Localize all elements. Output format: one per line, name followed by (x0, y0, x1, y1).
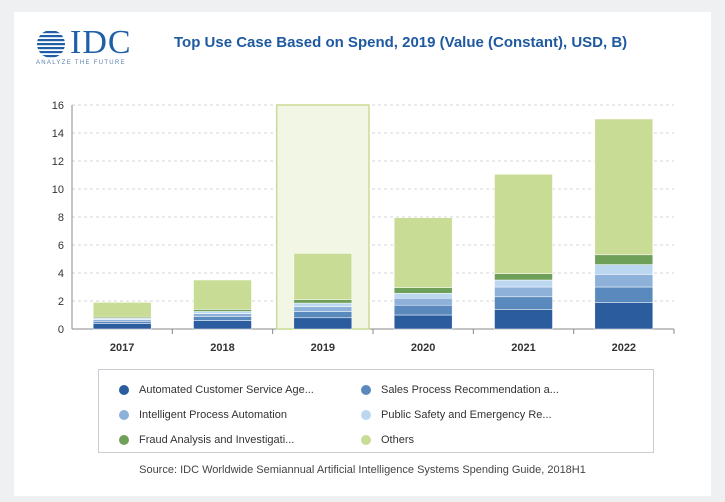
bar-segment[interactable] (293, 311, 353, 319)
legend-item[interactable]: Fraud Analysis and Investigati... (119, 434, 294, 446)
x-tick-label: 2022 (612, 342, 636, 354)
bar-segment[interactable] (293, 299, 353, 304)
legend-label: Public Safety and Emergency Re... (381, 409, 552, 421)
bar-segment[interactable] (594, 286, 654, 303)
x-tick-label: 2017 (110, 342, 134, 354)
legend-swatch (361, 385, 371, 395)
x-tick-label: 2021 (511, 342, 535, 354)
bar-segment[interactable] (92, 321, 152, 324)
legend: Automated Customer Service Age... Sales P… (98, 369, 654, 453)
y-tick-label: 2 (58, 296, 64, 308)
bar-segment[interactable] (92, 319, 152, 322)
y-tick-label: 4 (58, 268, 64, 280)
x-tick-label: 2020 (411, 342, 435, 354)
bar-segment[interactable] (293, 302, 353, 307)
bar-segment[interactable] (494, 273, 553, 281)
y-axis-ticks: 0 2 4 6 8 10 12 14 16 (52, 100, 64, 336)
bar-segment[interactable] (494, 296, 553, 310)
bar-stacks (92, 118, 654, 330)
bar-segment[interactable] (594, 254, 654, 265)
bar-segment[interactable] (293, 253, 353, 300)
x-axis-ticks: 2017 2018 2019 2020 2021 2022 (110, 329, 675, 354)
bar-segment[interactable] (494, 174, 553, 274)
bar-segment[interactable] (193, 320, 252, 330)
bar-segment[interactable] (393, 287, 453, 294)
legend-swatch (119, 410, 129, 420)
bar-segment[interactable] (393, 314, 453, 330)
bar-segment[interactable] (594, 264, 654, 275)
source-note: Source: IDC Worldwide Semiannual Artific… (139, 464, 586, 476)
y-tick-label: 10 (52, 184, 64, 196)
gridlines (71, 104, 674, 330)
bar-segment[interactable] (594, 302, 654, 330)
bar-segment[interactable] (494, 279, 553, 288)
legend-label: Automated Customer Service Age... (139, 384, 314, 396)
bar-segment[interactable] (193, 313, 252, 317)
bar-segment[interactable] (393, 297, 453, 306)
legend-label: Sales Process Recommendation a... (381, 384, 559, 396)
legend-swatch (119, 435, 129, 445)
legend-item[interactable]: Intelligent Process Automation (119, 409, 287, 421)
legend-swatch (361, 410, 371, 420)
bar-segment[interactable] (293, 306, 353, 312)
legend-item[interactable]: Sales Process Recommendation a... (361, 384, 559, 396)
bar-segment[interactable] (494, 309, 553, 330)
bar-segment[interactable] (594, 118, 654, 256)
legend-label: Fraud Analysis and Investigati... (139, 434, 295, 446)
y-tick-label: 12 (52, 156, 64, 168)
stacked-bar-chart: 0 2 4 6 8 10 12 14 16 2017 2018 2019 2020 2021 2022 (52, 100, 675, 354)
bar-segment[interactable] (92, 302, 152, 318)
bar-segment[interactable] (393, 304, 453, 316)
logo-tagline: ANALYZE THE FUTURE (36, 60, 126, 66)
legend-item[interactable]: Automated Customer Service Age... (119, 384, 314, 396)
legend-item[interactable]: Others (361, 434, 414, 446)
bar-segment[interactable] (193, 309, 252, 312)
bar-segment[interactable] (92, 323, 152, 330)
bar-segment[interactable] (594, 274, 654, 288)
y-tick-label: 16 (52, 100, 64, 112)
bar-segment[interactable] (393, 217, 453, 288)
bar-segment[interactable] (193, 311, 252, 314)
bar-segment[interactable] (193, 316, 252, 321)
x-tick-label: 2019 (311, 342, 335, 354)
bar-segment[interactable] (393, 293, 453, 299)
chart-title: Top Use Case Based on Spend, 2019 (Value… (174, 34, 628, 51)
chart-card: IDC ANALYZE THE FUTURE Top Use Case Base… (14, 12, 711, 496)
y-tick-label: 6 (58, 240, 64, 252)
legend-swatch (119, 385, 129, 395)
y-tick-label: 0 (58, 324, 64, 336)
legend-swatch (361, 435, 371, 445)
bar-segment[interactable] (193, 279, 252, 310)
legend-label: Others (381, 434, 415, 446)
idc-logo: IDC ANALYZE THE FUTURE (36, 24, 154, 68)
globe-icon (37, 31, 65, 58)
bar-segment[interactable] (494, 286, 553, 298)
y-tick-label: 8 (58, 212, 64, 224)
y-tick-label: 14 (52, 128, 64, 140)
legend-label: Intelligent Process Automation (139, 409, 287, 421)
bar-segment[interactable] (293, 317, 353, 330)
logo-wordmark: IDC (70, 24, 132, 61)
legend-item[interactable]: Public Safety and Emergency Re... (361, 409, 552, 421)
x-tick-label: 2018 (210, 342, 234, 354)
